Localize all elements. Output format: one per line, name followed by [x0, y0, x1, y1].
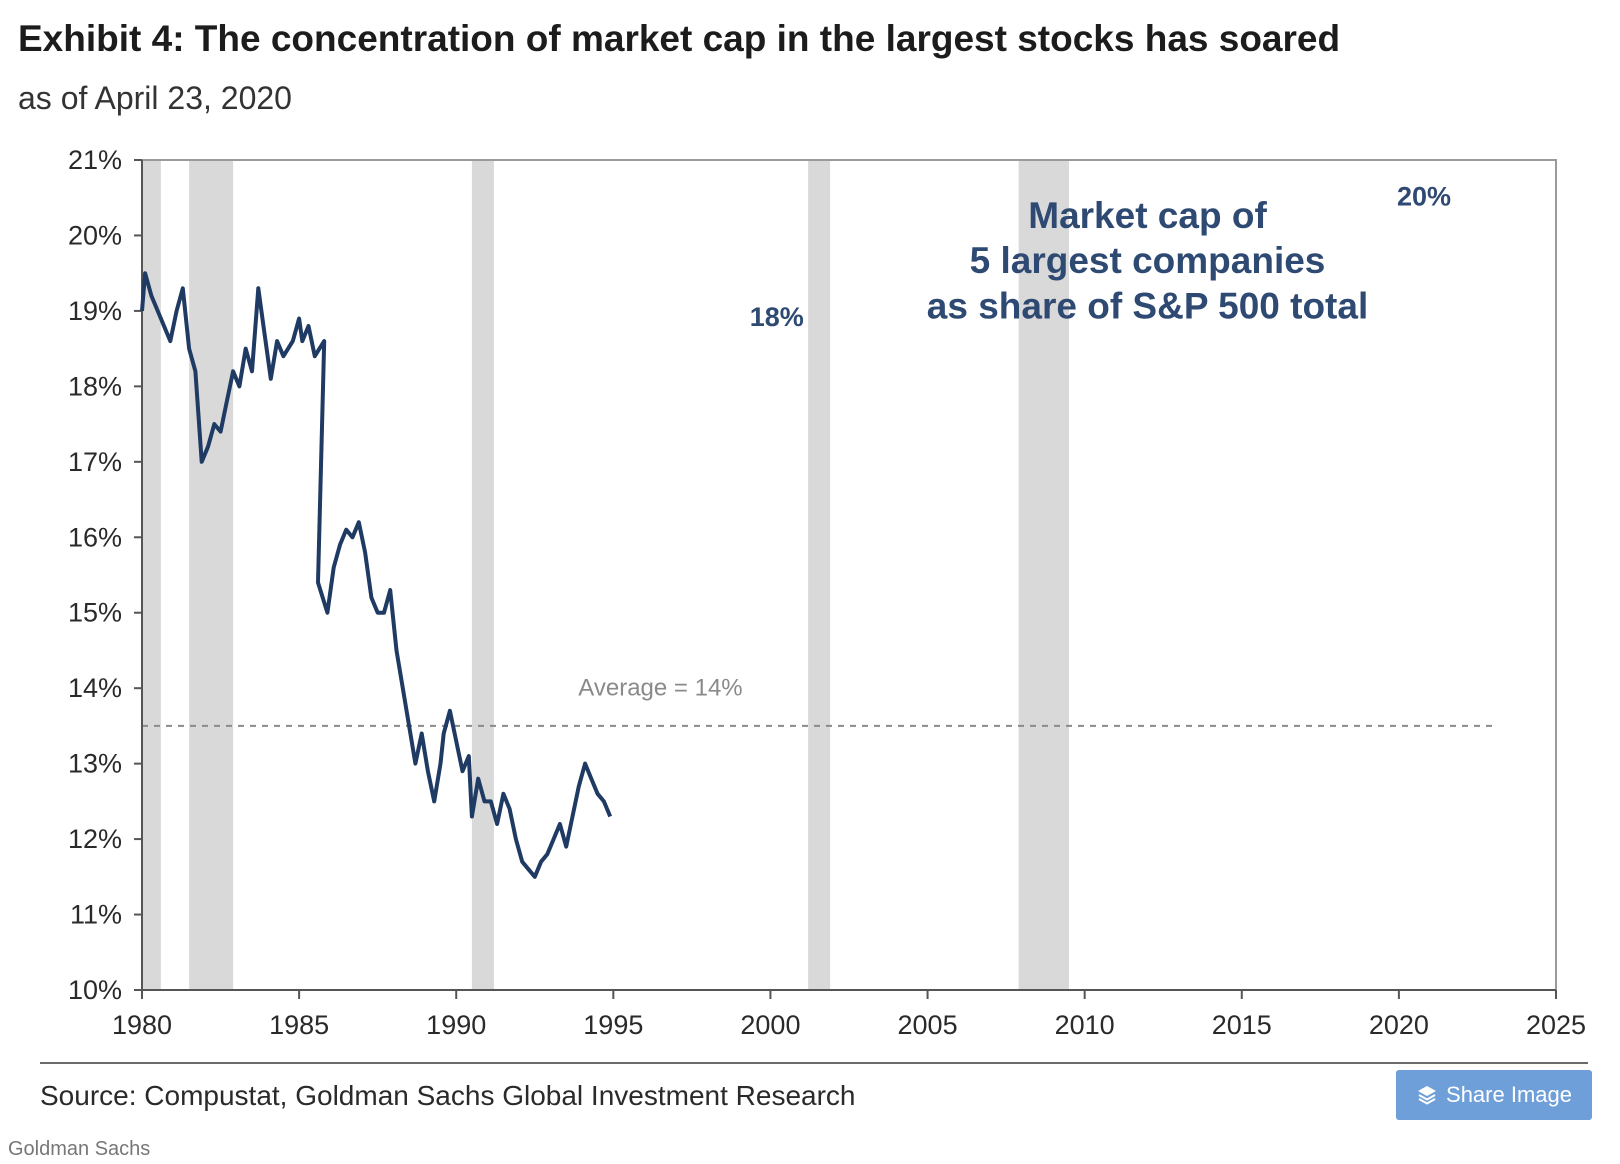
chart-subtitle: as of April 23, 2020: [18, 80, 292, 116]
y-tick-label-2: 12%: [68, 824, 122, 854]
series-line-0: [140, 271, 613, 879]
publisher-credit: Goldman Sachs: [8, 1138, 151, 1160]
recession-shading-group: [142, 160, 1069, 990]
x-tick-label-9: 2025: [1526, 1010, 1586, 1040]
recession-band-0: [142, 160, 161, 990]
y-axis: 10% 11% 12% 13% 14% 15% 16% 17% 18% 19% 20% 21%: [68, 145, 143, 1005]
chart-title: Exhibit 4: The concentration of market c…: [18, 18, 1341, 59]
x-tick-label-6: 2010: [1055, 1010, 1115, 1040]
y-tick-label-11: 21%: [68, 145, 122, 175]
annotation-4: 20%: [1397, 181, 1451, 211]
y-tick-label-9: 19%: [68, 296, 122, 326]
series-group: [140, 271, 613, 879]
y-tick-label-8: 18%: [68, 371, 122, 401]
x-tick-label-0: 1980: [112, 1010, 172, 1040]
x-axis: 1980 1985 1990 1995 2000 2005 2010 2015 2020 2025: [112, 989, 1586, 1040]
share-image-label: Share Image: [1446, 1082, 1572, 1107]
recession-band-2: [471, 160, 494, 990]
y-tick-label-7: 17%: [68, 447, 122, 477]
x-tick-label-7: 2015: [1212, 1010, 1272, 1040]
x-tick-label-3: 1995: [583, 1010, 643, 1040]
x-tick-label-8: 2020: [1369, 1010, 1429, 1040]
annotation-2: as share of S&P 500 total: [927, 285, 1368, 326]
layers-icon: [1416, 1084, 1438, 1106]
y-tick-label-1: 11%: [70, 900, 122, 930]
recession-band-4: [1018, 160, 1069, 990]
y-tick-label-6: 16%: [68, 522, 122, 552]
x-tick-label-1: 1985: [269, 1010, 329, 1040]
source-note: Source: Compustat, Goldman Sachs Global …: [40, 1080, 856, 1111]
y-tick-label-10: 20%: [68, 220, 122, 250]
recession-band-3: [808, 160, 831, 990]
y-tick-label-4: 14%: [68, 673, 122, 703]
y-tick-label-5: 15%: [68, 598, 122, 628]
annotation-3: 18%: [750, 302, 804, 332]
line-chart: 10% 11% 12% 13% 14% 15% 16% 17% 18% 19% 20% 21% 198…: [68, 145, 1586, 1040]
x-tick-label-4: 2000: [740, 1010, 800, 1040]
annotation-1: 5 largest companies: [970, 240, 1326, 281]
source-divider: [40, 1062, 1588, 1064]
y-tick-label-3: 13%: [68, 749, 122, 779]
annotation-5: Average = 14%: [578, 675, 742, 702]
share-image-button[interactable]: Share Image: [1396, 1070, 1592, 1120]
x-tick-label-2: 1990: [426, 1010, 486, 1040]
recession-band-1: [189, 160, 234, 990]
annotation-0: Market cap of: [1028, 195, 1267, 236]
y-tick-label-0: 10%: [68, 975, 122, 1005]
x-tick-label-5: 2005: [898, 1010, 958, 1040]
